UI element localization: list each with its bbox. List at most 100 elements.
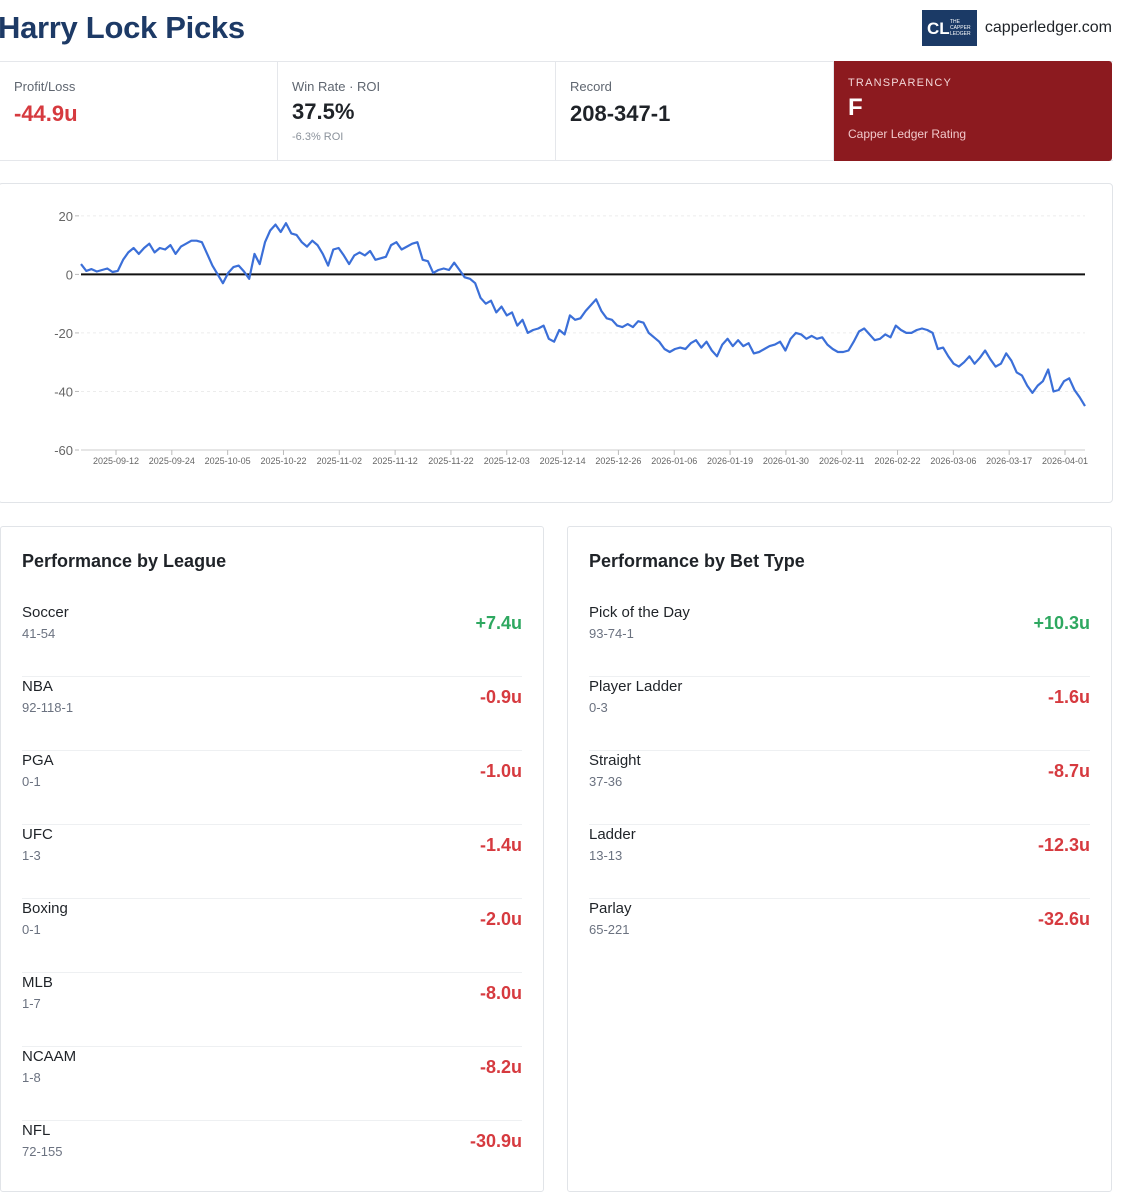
transparency-label: TRANSPARENCY xyxy=(848,77,953,89)
list-item: NBA 92-118-1 -0.9u xyxy=(22,677,522,751)
item-name: Player Ladder xyxy=(589,678,683,695)
list-item: Soccer 41-54 +7.4u xyxy=(22,603,522,677)
item-profit: -8.0u xyxy=(479,983,522,1003)
item-name: Soccer xyxy=(22,604,69,621)
item-record: 1-7 xyxy=(22,996,41,1011)
x-tick-label: 2025-11-02 xyxy=(317,456,362,466)
item-name: Ladder xyxy=(589,826,636,843)
item-profit: -1.6u xyxy=(1047,687,1090,707)
item-record: 0-1 xyxy=(22,922,41,937)
x-tick-label: 2026-04-01 xyxy=(1042,456,1088,466)
x-tick-label: 2025-12-03 xyxy=(484,456,530,466)
list-item: MLB 1-7 -8.0u xyxy=(22,973,522,1047)
item-record: 92-118-1 xyxy=(22,700,74,715)
panel-title: Performance by League xyxy=(22,551,227,571)
logo-initials: CL xyxy=(927,19,950,38)
item-name: Parlay xyxy=(589,900,632,917)
transparency-sub: Capper Ledger Rating xyxy=(848,127,967,141)
item-name: NCAAM xyxy=(22,1048,77,1065)
item-profit: -0.9u xyxy=(479,687,522,707)
transparency-rating-card: TRANSPARENCY F Capper Ledger Rating xyxy=(834,61,1112,161)
item-name: MLB xyxy=(22,974,53,991)
logo-mark: CL THE CAPPER LEDGER xyxy=(927,19,971,38)
item-profit: -30.9u xyxy=(469,1131,522,1151)
list-item: Pick of the Day 93-74-1 +10.3u xyxy=(589,603,1090,677)
list-item: UFC 1-3 -1.4u xyxy=(22,825,522,899)
transparency-grade: F xyxy=(848,94,863,121)
profit-chart-card: 20 0 -20 -40 -60 2025-09-12 2025-09-24 2025-10-… xyxy=(0,183,1113,503)
y-tick-label: -20 xyxy=(54,326,73,341)
y-tick-label: 0 xyxy=(66,267,73,282)
item-profit: -2.0u xyxy=(479,909,522,929)
x-tick-label: 2026-03-17 xyxy=(986,456,1032,466)
y-tick-label: -40 xyxy=(54,384,73,399)
page-header: Harry Lock Picks CL THE CAPPER LEDGER ca… xyxy=(0,0,1127,62)
item-record: 13-13 xyxy=(589,848,623,863)
bet-type-performance-panel: Performance by Bet Type Pick of the Day 9… xyxy=(567,526,1112,1192)
list-item: Ladder 13-13 -12.3u xyxy=(589,825,1090,899)
page-title: Harry Lock Picks xyxy=(0,10,245,45)
item-name: NBA xyxy=(22,678,53,695)
panel-title: Performance by Bet Type xyxy=(589,551,805,571)
item-profit: +10.3u xyxy=(1033,613,1090,633)
stat-label: Profit/Loss xyxy=(14,79,76,94)
x-tick-label: 2025-09-12 xyxy=(93,456,139,466)
item-name: Straight xyxy=(589,752,641,769)
item-record: 37-36 xyxy=(589,774,623,789)
brand[interactable]: CL THE CAPPER LEDGER capperledger.com xyxy=(921,10,1112,46)
x-tick-label: 2026-01-30 xyxy=(763,456,809,466)
list-item: Player Ladder 0-3 -1.6u xyxy=(589,677,1090,751)
x-tick-label: 2025-11-12 xyxy=(372,456,417,466)
stat-record: Record 208-347-1 xyxy=(556,62,834,160)
stat-label: Win Rate · ROI xyxy=(292,79,381,94)
item-record: 41-54 xyxy=(22,626,56,641)
logo-word-mid: CAPPER xyxy=(950,25,971,31)
x-tick-label: 2026-02-22 xyxy=(875,456,921,466)
list-item: NFL 72-155 -30.9u xyxy=(22,1121,522,1195)
stats-bar: Profit/Loss -44.9u Win Rate · ROI 37.5% … xyxy=(0,61,1113,161)
list-item: Parlay 65-221 -32.6u xyxy=(589,899,1090,973)
stat-value: 37.5% xyxy=(292,99,355,124)
item-profit: -8.7u xyxy=(1047,761,1090,781)
item-profit: -1.0u xyxy=(479,761,522,781)
item-name: PGA xyxy=(22,752,54,769)
item-profit: +7.4u xyxy=(475,613,522,633)
capper-ledger-logo[interactable]: CL THE CAPPER LEDGER xyxy=(921,10,977,46)
list-item: NCAAM 1-8 -8.2u xyxy=(22,1047,522,1121)
item-record: 1-8 xyxy=(22,1070,41,1085)
x-tick-label: 2026-03-06 xyxy=(930,456,976,466)
item-profit: -1.4u xyxy=(479,835,522,855)
stat-value: -44.9u xyxy=(14,101,78,126)
item-profit: -32.6u xyxy=(1037,909,1090,929)
league-performance-panel: Performance by League Soccer 41-54 +7.4u NB… xyxy=(0,526,544,1192)
list-item: Straight 37-36 -8.7u xyxy=(589,751,1090,825)
x-tick-label: 2026-01-19 xyxy=(707,456,753,466)
item-name: Boxing xyxy=(22,900,68,917)
item-profit: -12.3u xyxy=(1037,835,1090,855)
x-tick-label: 2026-02-11 xyxy=(819,456,864,466)
brand-domain-link[interactable]: capperledger.com xyxy=(984,19,1112,36)
logo-word-top: THE xyxy=(950,19,961,25)
item-record: 72-155 xyxy=(22,1144,63,1159)
x-tick-label: 2025-11-22 xyxy=(428,456,473,466)
item-record: 1-3 xyxy=(22,848,41,863)
x-tick-label: 2025-09-24 xyxy=(149,456,195,466)
logo-word-bot: LEDGER xyxy=(950,31,971,37)
item-record: 0-3 xyxy=(589,700,608,715)
x-tick-label: 2025-12-14 xyxy=(540,456,586,466)
x-tick-label: 2025-10-05 xyxy=(205,456,251,466)
list-item: Boxing 0-1 -2.0u xyxy=(22,899,522,973)
stat-value: 208-347-1 xyxy=(570,101,671,126)
profit-line-chart: 20 0 -20 -40 -60 2025-09-12 2025-09-24 2025-10-… xyxy=(54,209,1088,466)
stat-profit-loss: Profit/Loss -44.9u xyxy=(0,62,278,160)
y-tick-label: -60 xyxy=(54,443,73,458)
stat-sub: -6.3% ROI xyxy=(292,131,344,143)
bet-type-list: Pick of the Day 93-74-1 +10.3u Player Ladde… xyxy=(589,603,1090,973)
x-tick-label: 2025-10-22 xyxy=(260,456,306,466)
item-record: 65-221 xyxy=(589,922,630,937)
x-tick-label: 2025-12-26 xyxy=(595,456,641,466)
item-name: UFC xyxy=(22,826,53,843)
profit-series-line xyxy=(80,222,1086,407)
y-tick-label: 20 xyxy=(59,209,73,224)
stat-win-rate: Win Rate · ROI 37.5% -6.3% ROI xyxy=(278,62,556,160)
